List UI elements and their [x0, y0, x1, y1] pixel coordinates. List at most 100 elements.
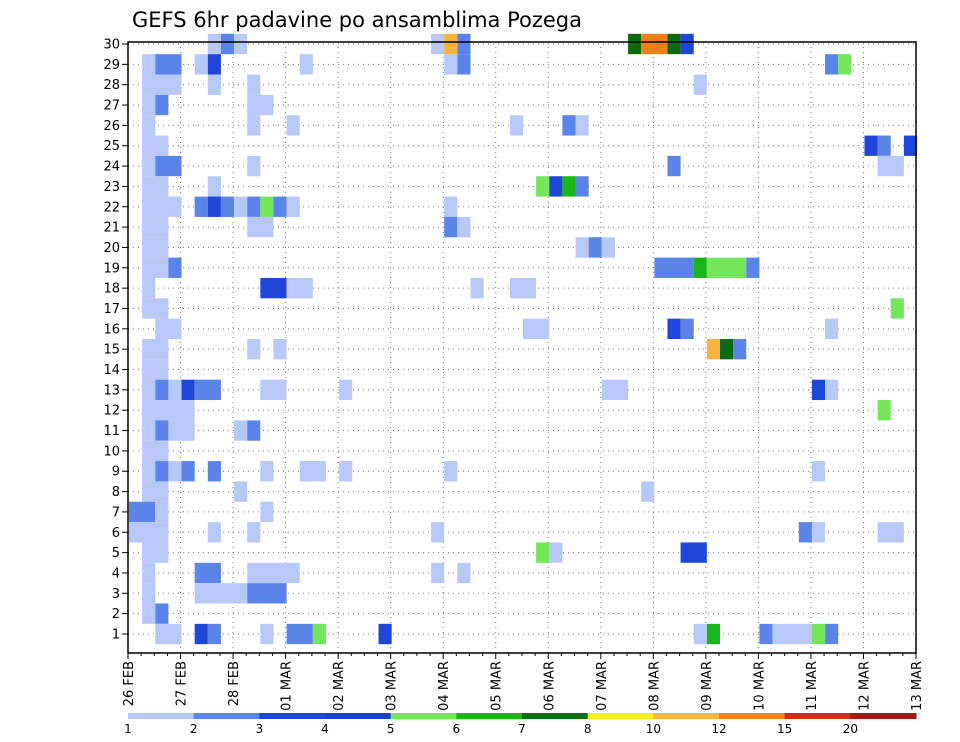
y-tick-label: 25 [103, 139, 120, 154]
precip-cell [155, 379, 169, 401]
precip-cell [234, 196, 248, 217]
legend-swatch [128, 713, 195, 719]
precip-cell [194, 562, 221, 584]
legend-label: 2 [190, 722, 198, 736]
precip-cell [444, 461, 458, 482]
precip-cell [339, 461, 353, 482]
precip-cell [273, 562, 300, 584]
precip-cell [207, 74, 221, 95]
precip-cell [286, 196, 300, 217]
precip-cell [207, 461, 221, 482]
y-tick-label: 20 [103, 241, 120, 256]
precip-cell [706, 339, 720, 360]
x-tick-label: 07 MAR [595, 661, 610, 711]
precip-cell [168, 257, 182, 278]
precip-cell [247, 583, 287, 604]
precip-cell [142, 298, 169, 319]
precip-cell [247, 115, 261, 136]
precip-cell [693, 257, 707, 278]
precip-cell [155, 420, 169, 441]
precip-cell [536, 542, 550, 563]
precip-cell [706, 623, 720, 645]
precip-cell [260, 461, 274, 482]
legend-label: 12 [711, 722, 726, 736]
x-tick-label: 09 MAR [700, 661, 715, 711]
precip-cells [129, 33, 917, 645]
precip-cell [260, 196, 274, 217]
precip-cell [825, 623, 839, 645]
precip-cell [234, 481, 248, 502]
x-tick-label: 28 FEB [227, 661, 242, 706]
precip-cell [654, 257, 694, 278]
precip-cell [811, 522, 826, 543]
x-axis: 26 FEB 27 FEB 28 FEB 01 MAR 02 MAR 03 MAR 04 M… [122, 653, 925, 711]
precip-cell [641, 33, 668, 55]
precip-cell [628, 33, 642, 55]
precip-cell [746, 257, 760, 278]
legend-label: 3 [256, 722, 264, 736]
precip-cell [247, 522, 261, 543]
legend-swatch [653, 713, 720, 719]
precip-cell [129, 501, 156, 523]
legend-label: 7 [518, 722, 526, 736]
y-tick-label: 23 [103, 180, 120, 195]
precip-cell [588, 237, 602, 258]
y-tick-label: 28 [103, 78, 120, 93]
y-tick-label: 19 [103, 261, 120, 276]
precip-cell [444, 216, 458, 238]
color-legend: 1 2 3 4 5 6 7 8 10 12 15 20 [124, 713, 917, 736]
x-tick-label: 12 MAR [857, 661, 872, 711]
precip-cell [142, 176, 169, 197]
precip-cell [155, 501, 169, 523]
precip-cell [194, 196, 208, 217]
precip-cell [129, 522, 169, 543]
precip-cell [207, 196, 221, 217]
precip-cell [680, 542, 707, 563]
legend-label: 1 [124, 722, 132, 736]
precip-cell [286, 277, 313, 299]
precip-cell [693, 74, 707, 95]
precip-cell [431, 522, 445, 543]
precip-cell [155, 94, 169, 116]
x-tick-label: 08 MAR [647, 661, 662, 711]
precip-cell [444, 196, 458, 217]
precip-cell [523, 318, 550, 339]
y-tick-label: 12 [103, 404, 120, 419]
y-tick-label: 2 [112, 607, 120, 622]
precip-cell [536, 176, 550, 197]
precip-cell [286, 115, 300, 136]
precip-cell [155, 603, 169, 624]
y-tick-label: 13 [103, 383, 120, 398]
precip-cell [798, 522, 812, 543]
precip-cell [693, 623, 707, 645]
precip-cell [706, 257, 747, 278]
precip-cell [142, 155, 156, 177]
precip-cell [234, 33, 248, 55]
x-tick-label: 05 MAR [490, 661, 505, 711]
precip-cell [142, 196, 182, 217]
x-tick-label: 11 MAR [805, 661, 820, 711]
legend-swatch [719, 713, 786, 719]
precip-cell [142, 481, 169, 502]
precip-cell [457, 54, 471, 75]
y-tick-label: 5 [112, 546, 120, 561]
precip-cell [247, 74, 261, 95]
precip-cell [733, 339, 747, 360]
precip-cell [378, 623, 392, 645]
precip-cell [142, 603, 156, 624]
legend-swatch [193, 713, 260, 719]
precip-cell [207, 54, 221, 75]
precip-cell [641, 481, 655, 502]
precip-cell [299, 461, 326, 482]
precip-cell [142, 216, 169, 238]
precip-cell [260, 277, 287, 299]
precip-cell [877, 155, 904, 177]
legend-label: 5 [387, 722, 395, 736]
precip-cell [142, 562, 156, 584]
precip-cell [286, 623, 313, 645]
precip-cell [207, 522, 221, 543]
y-axis: 1234567891011121314151617181920212223242… [103, 38, 128, 643]
precip-cell [142, 461, 156, 482]
precip-cell [575, 115, 589, 136]
